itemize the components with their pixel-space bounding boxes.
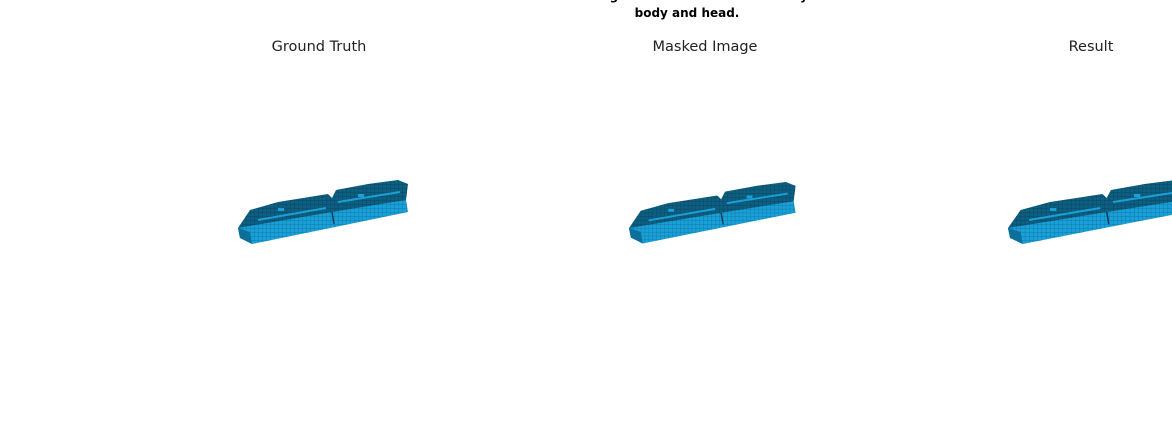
panel-title: Masked Image (653, 39, 758, 55)
voxel-render (628, 181, 797, 245)
voxel-render (1006, 178, 1172, 246)
voxel-render (237, 179, 409, 245)
panel-title: Result (1069, 39, 1114, 55)
figure-title: body and head. (635, 6, 740, 20)
panel-title: Ground Truth (272, 39, 367, 55)
figure-title: 3D model of a green and black train with… (511, 0, 862, 3)
